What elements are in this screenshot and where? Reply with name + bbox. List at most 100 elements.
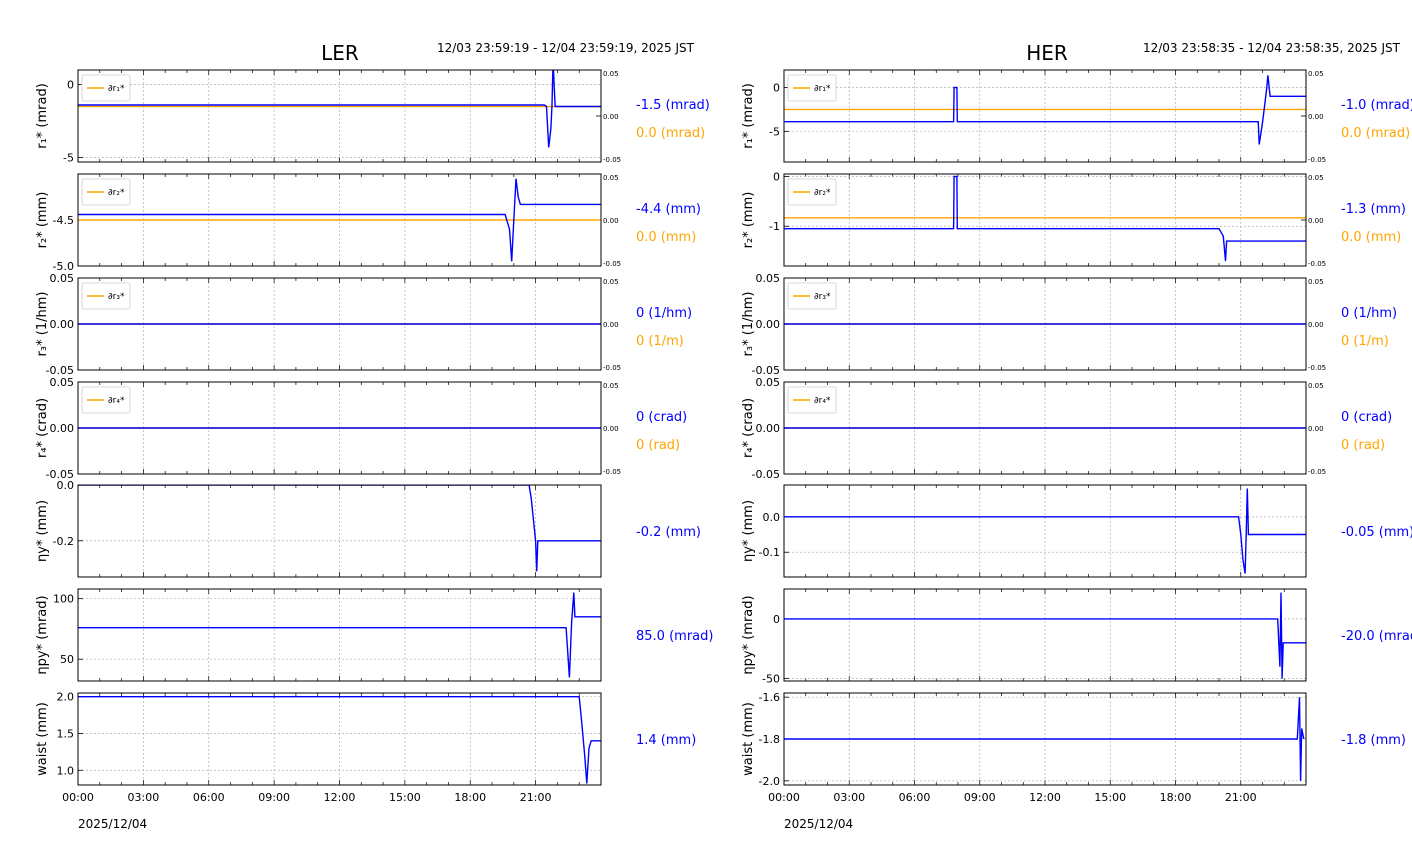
blue-series-line [784, 175, 1306, 262]
current-value-blue: -1.3 (mm) [1341, 202, 1406, 217]
legend-label: ∂r₄* [108, 396, 125, 406]
y-tick-label: -0.05 [752, 468, 780, 481]
current-value-orange: 0.0 (mrad) [636, 126, 705, 141]
x-tick-label: 00:00 [768, 791, 800, 804]
y-tick-label: 0 [773, 170, 780, 183]
axes-frame [783, 692, 1307, 786]
ler-range: 12/03 23:59:19 - 12/04 23:59:19, 2025 JS… [437, 41, 695, 55]
x-tick-label: 12:00 [324, 791, 356, 804]
y-axis-label: ηy* (mm) [35, 500, 50, 562]
x-tick-label: 15:00 [1094, 791, 1126, 804]
current-value-orange: 0 (rad) [1341, 438, 1385, 453]
y-axis-label: r₁* (mrad) [741, 83, 756, 149]
current-value-blue: -1.8 (mm) [1341, 733, 1406, 748]
legend-box [787, 386, 837, 414]
current-value-blue: 1.4 (mm) [636, 733, 696, 748]
y-tick-label: 1.5 [57, 727, 75, 740]
x-tick-label: 03:00 [833, 791, 865, 804]
y2-tick-label: -0.05 [1308, 364, 1326, 372]
x-tick-label: 15:00 [389, 791, 421, 804]
her-subplot-6: 0 -50 ηpy* (mrad) -20.0 (mrad) [741, 588, 1412, 686]
x-tick-label: 21:00 [1225, 791, 1257, 804]
y2-tick-label: 0.00 [1308, 425, 1324, 433]
y-tick-label: -1.8 [759, 733, 780, 746]
legend-box [787, 74, 837, 102]
axes-frame [783, 69, 1307, 163]
y-axis-label: r₂* (mm) [741, 192, 756, 249]
ler-subplot-1: 0 -5 0.05 0.00 -0.05 ∂r₁* r₁* (mrad) -1.5 (mrad… [35, 69, 710, 165]
x-tick-label: 06:00 [899, 791, 931, 804]
y-axis-label: r₃* (1/hm) [741, 292, 756, 357]
y2-tick-label: 0.05 [1308, 174, 1324, 182]
y-tick-label: -0.05 [752, 364, 780, 377]
y-axis-label: ηpy* (mrad) [741, 595, 756, 674]
current-value-blue: 0 (crad) [1341, 410, 1392, 425]
axes-frame [783, 173, 1307, 267]
y-axis-label: r₄* (crad) [741, 398, 756, 458]
axes-frame [77, 588, 602, 682]
current-value-blue: -0.05 (mm) [1341, 525, 1412, 540]
y2-tick-label: 0.05 [603, 382, 619, 390]
current-value-blue: -1.5 (mrad) [636, 98, 710, 113]
y-axis-label: ηpy* (mrad) [35, 595, 50, 674]
y2-tick-label: -0.05 [603, 260, 621, 268]
y-tick-label: -5 [63, 152, 74, 165]
y2-tick-label: 0.00 [1308, 113, 1324, 121]
y2-tick-label: 0.00 [1308, 321, 1324, 329]
legend-label: ∂r₁* [814, 84, 831, 94]
axes-frame [783, 277, 1307, 371]
y2-tick-label: 0.00 [603, 217, 619, 225]
y-tick-label: -0.1 [759, 546, 780, 559]
y-tick-label: 0.00 [756, 318, 781, 331]
y2-tick-label: -0.05 [1308, 156, 1326, 164]
x-tick-label: 21:00 [520, 791, 552, 804]
y-tick-label: 0 [773, 613, 780, 626]
current-value-orange: 0.0 (mm) [636, 230, 696, 245]
blue-series-line [78, 592, 601, 678]
y-axis-label: waist (mm) [35, 702, 50, 776]
y-tick-label: -0.05 [46, 468, 74, 481]
axes-frame [77, 484, 602, 578]
ler-subplot-5: 0.0 -0.2ηy* (mm) -0.2 (mm) [35, 479, 701, 578]
current-value-orange: 0 (1/m) [1341, 334, 1389, 349]
blue-series-line [784, 592, 1306, 679]
current-value-orange: 0.0 (mrad) [1341, 126, 1410, 141]
y-axis-label: r₃* (1/hm) [35, 292, 50, 357]
ler-title: LER [321, 41, 359, 65]
legend-box [81, 74, 131, 102]
y-tick-label: -2.0 [759, 775, 780, 788]
her-title: HER [1026, 41, 1068, 65]
legend-box [787, 178, 837, 206]
current-value-blue: -20.0 (mrad) [1341, 629, 1412, 644]
current-value-blue: 0 (crad) [636, 410, 687, 425]
y-tick-label: 50 [60, 653, 74, 666]
y2-tick-label: 0.05 [1308, 278, 1324, 286]
ler-subplot-2: -4.5 -5.0 0.05 0.00 -0.05 ∂r₂* r₂* (mm) -4.4 (m… [35, 173, 701, 273]
y-axis-label: ηy* (mm) [741, 500, 756, 562]
her-subplot-2: 0 -1 0.05 0.00 -0.05 ∂r₂* r₂* (mm) -1.3 (mm) 0.0… [741, 170, 1406, 268]
axes-frame [77, 277, 602, 371]
current-value-blue: 0 (1/hm) [636, 306, 692, 321]
her-date-label: 2025/12/04 [784, 817, 853, 831]
blue-series-line [78, 178, 601, 262]
blue-series-line [784, 488, 1306, 574]
y2-tick-label: -0.05 [1308, 468, 1326, 476]
y2-tick-label: -0.05 [603, 156, 621, 164]
current-value-blue: -4.4 (mm) [636, 202, 701, 217]
legend-label: ∂r₂* [814, 188, 831, 198]
her-subplot-5: 0.0 -0.1ηy* (mm) -0.05 (mm) [741, 484, 1412, 578]
y-tick-label: 0.00 [50, 422, 75, 435]
y-tick-label: -1 [769, 220, 780, 233]
axes-frame [77, 69, 602, 163]
y2-tick-label: 0.00 [1308, 217, 1324, 225]
her-subplot-4: 0.05 0.00 -0.05 0.05 0.00 -0.05 ∂r₄* r₄* (crad)… [741, 376, 1392, 481]
y2-tick-label: -0.05 [1308, 260, 1326, 268]
current-value-blue: -1.0 (mrad) [1341, 98, 1412, 113]
y2-tick-label: 0.05 [603, 174, 619, 182]
legend-box [81, 178, 131, 206]
her-subplot-1: 0 -5 0.05 0.00 -0.05 ∂r₁* r₁* (mrad) -1.0 (mrad… [741, 69, 1412, 164]
x-tick-label: 09:00 [258, 791, 290, 804]
x-tick-label: 06:00 [193, 791, 225, 804]
